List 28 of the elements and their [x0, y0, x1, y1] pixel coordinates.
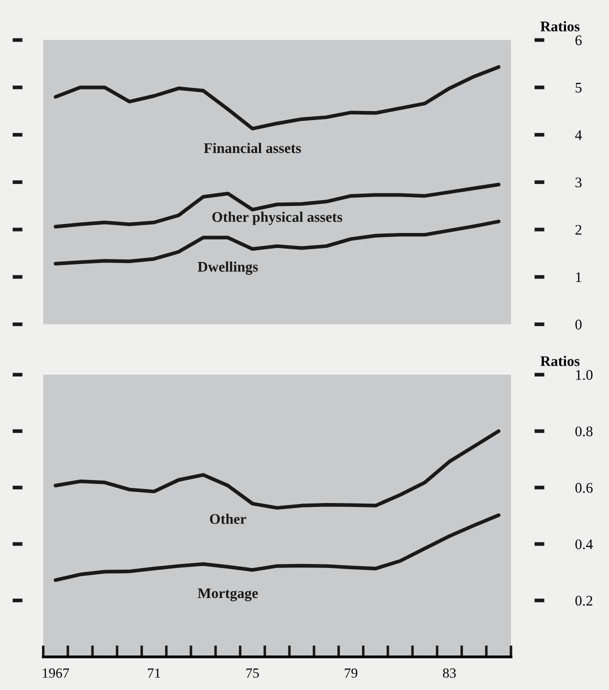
series-label: Other	[210, 514, 246, 524]
y-tick-label: 4	[575, 130, 582, 140]
y-tick-label: 0.2	[575, 596, 592, 606]
y-tick-label: 1.0	[576, 370, 593, 380]
series-label: Dwellings	[198, 261, 258, 275]
y-tick-label: 0	[575, 320, 582, 330]
y-axis-title: Ratios	[540, 21, 580, 32]
y-tick-label: 0.6	[575, 482, 593, 493]
series-label: Mortgage	[198, 588, 258, 602]
line-series	[54, 429, 500, 510]
y-tick-label: 2	[575, 224, 582, 235]
x-tick-label: 1967	[42, 668, 70, 678]
series-label: Other physical assets	[212, 212, 342, 225]
line-series	[54, 182, 500, 228]
x-tick-label: 71	[148, 668, 160, 678]
y-tick-label: 0.8	[575, 426, 593, 436]
x-tick-label: 83	[442, 668, 456, 678]
y-tick-label: 3	[576, 178, 582, 188]
y-axis-title: Ratios	[540, 356, 580, 366]
y-tick-label: 5	[576, 82, 582, 93]
line-series	[54, 513, 500, 582]
y-tick-label: 0.4	[575, 539, 593, 550]
x-tick-label: 75	[246, 668, 259, 678]
x-tick-label: 79	[344, 668, 358, 678]
line-series	[54, 65, 500, 130]
series-label: Financial assets	[204, 142, 301, 154]
y-tick-label: 1	[576, 272, 582, 282]
y-tick-label: 6	[575, 35, 582, 46]
